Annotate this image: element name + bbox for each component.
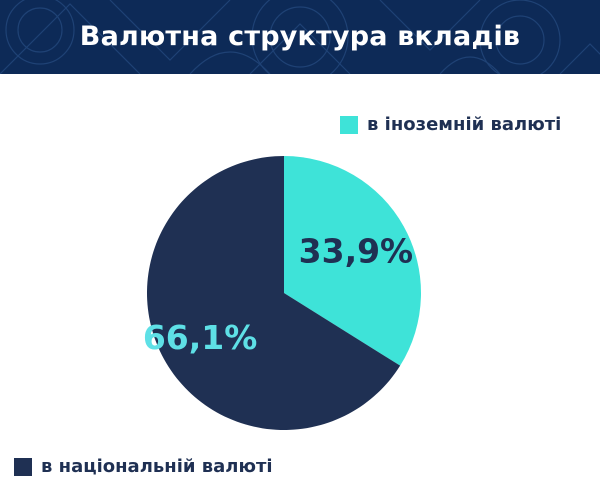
legend-label-foreign-currency: в іноземній валюті	[367, 114, 562, 135]
page-title: Валютна структура вкладів	[79, 21, 521, 52]
legend-item-foreign-currency: в іноземній валюті	[340, 114, 561, 135]
pie-slice-national-currency	[146, 156, 401, 431]
legend-swatch-foreign-currency	[340, 115, 358, 134]
legend-item-national-currency: в національній валюті	[14, 456, 273, 477]
header-banner: Валютна структура вкладів	[0, 0, 600, 74]
pie-slice-foreign-currency	[284, 156, 421, 366]
legend-label-national-currency: в національній валюті	[41, 456, 273, 477]
pie-label-national-currency: 66,1%	[143, 318, 258, 357]
header-background	[0, 0, 600, 74]
pie-label-foreign-currency: 33,9%	[299, 232, 414, 271]
header-ornament	[0, 0, 600, 74]
legend-swatch-national-currency	[14, 457, 32, 476]
header-pattern	[0, 0, 600, 74]
